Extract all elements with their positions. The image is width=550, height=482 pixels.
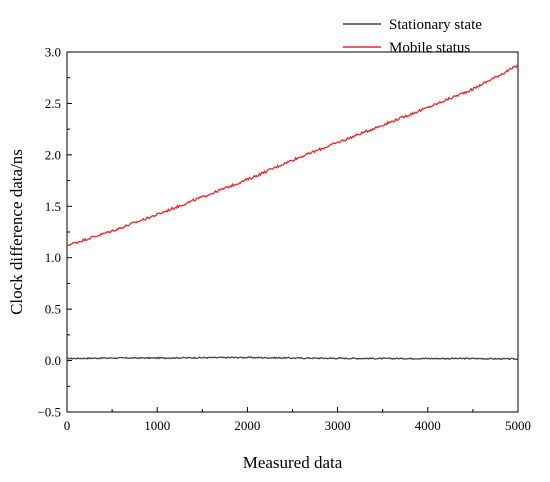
series-layer [66, 64, 519, 361]
y-tick-label: 2.0 [45, 147, 61, 162]
series-line-stationary [66, 356, 519, 361]
x-tick-label: 5000 [505, 418, 531, 433]
x-tick-label: 0 [64, 418, 71, 433]
x-axis-title: Measured data [243, 453, 343, 472]
x-axis: 0 1000 2000 3000 4000 5000 [64, 407, 531, 433]
y-axis: −0.5 0.0 0.5 1.0 1.5 2.0 2.5 3.0 [37, 45, 72, 420]
y-tick-label: 2.5 [45, 96, 61, 111]
y-tick-label: 0.5 [45, 302, 61, 317]
legend: Stationary state Mobile status [343, 17, 482, 56]
y-tick-label: 1.0 [45, 250, 61, 265]
x-tick-label: 2000 [234, 418, 260, 433]
legend-label: Stationary state [389, 17, 482, 33]
legend-label: Mobile status [389, 40, 470, 56]
series-line-mobile [66, 64, 519, 247]
x-tick-label: 1000 [144, 418, 170, 433]
y-tick-label: 3.0 [45, 45, 61, 60]
y-tick-label: −0.5 [37, 405, 61, 420]
y-tick-label: 0.0 [45, 353, 61, 368]
x-tick-label: 3000 [325, 418, 351, 433]
y-tick-label: 1.5 [45, 199, 61, 214]
y-axis-title: Clock difference data/ns [7, 149, 26, 315]
x-tick-label: 4000 [415, 418, 441, 433]
